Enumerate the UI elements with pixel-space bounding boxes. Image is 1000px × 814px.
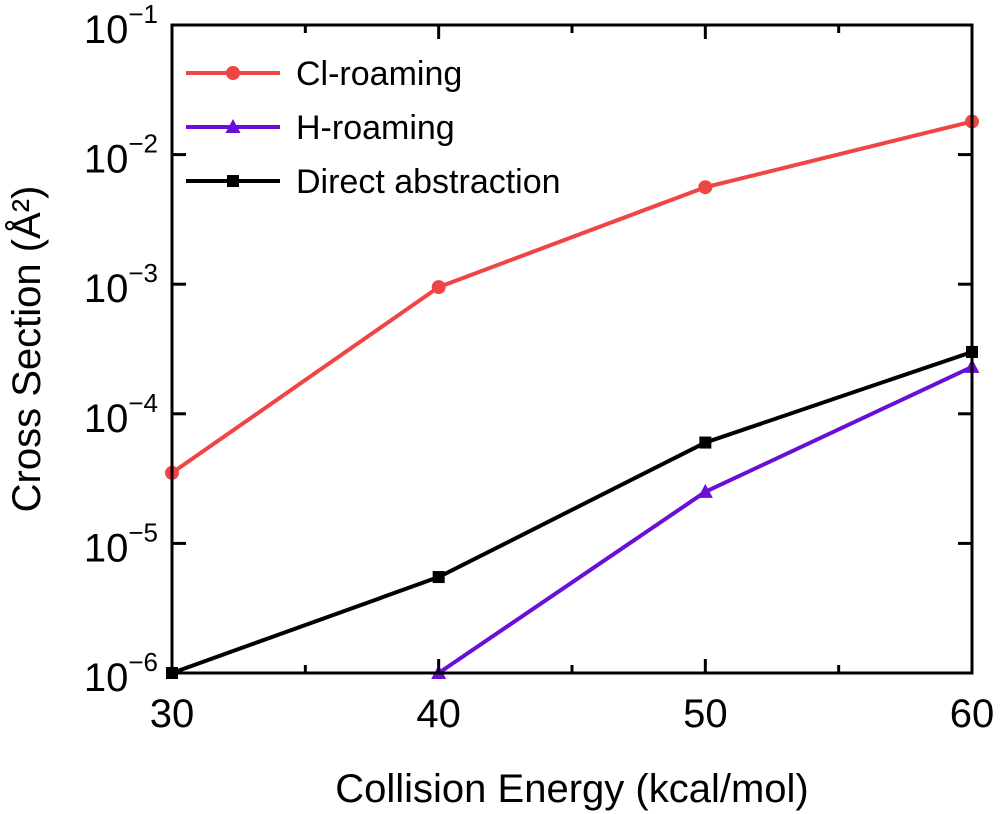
legend-label: Cl-roaming xyxy=(296,55,462,93)
data-point xyxy=(432,571,445,584)
data-point xyxy=(227,175,239,187)
x-tick-label: 30 xyxy=(150,692,195,736)
y-axis-title: Cross Section (Å²) xyxy=(4,186,49,513)
series-line xyxy=(170,119,973,475)
legend: Cl-roaming H-roaming Direct abstraction xyxy=(186,55,561,201)
legend-entry: Direct abstraction xyxy=(186,163,561,201)
data-point xyxy=(431,280,446,295)
series-line xyxy=(437,365,973,675)
x-tick-label: 50 xyxy=(683,692,728,736)
plot-frame xyxy=(170,23,974,675)
x-tick-label: 40 xyxy=(416,692,461,736)
series-line xyxy=(171,350,973,675)
series-direct-abstraction xyxy=(166,345,978,679)
legend-label: H-roaming xyxy=(296,109,455,147)
x-tick-label: 60 xyxy=(950,692,995,736)
y-tick-label: 10−1 xyxy=(84,0,158,52)
y-tick-label: 10−5 xyxy=(84,517,158,570)
data-point xyxy=(225,119,241,133)
x-axis-title: Collision Energy (kcal/mol) xyxy=(335,767,808,811)
series-cl-roaming xyxy=(165,114,979,480)
y-tick-label: 10−2 xyxy=(84,129,158,182)
data-point xyxy=(226,66,240,80)
data-point xyxy=(697,483,713,498)
plot-area xyxy=(165,114,980,679)
series-h-roaming xyxy=(431,358,980,679)
legend-label: Direct abstraction xyxy=(296,163,561,201)
y-tick-label: 10−4 xyxy=(84,388,158,441)
data-point xyxy=(699,436,712,449)
y-tick-label: 10−6 xyxy=(84,647,158,700)
legend-entry: H-roaming xyxy=(186,109,455,147)
data-point xyxy=(698,180,713,195)
y-tick-label: 10−3 xyxy=(84,258,158,311)
legend-entry: Cl-roaming xyxy=(186,55,462,93)
axes: 30 40 50 60 10−6 10−5 10−4 10−3 10−2 10−1 xyxy=(84,0,994,736)
